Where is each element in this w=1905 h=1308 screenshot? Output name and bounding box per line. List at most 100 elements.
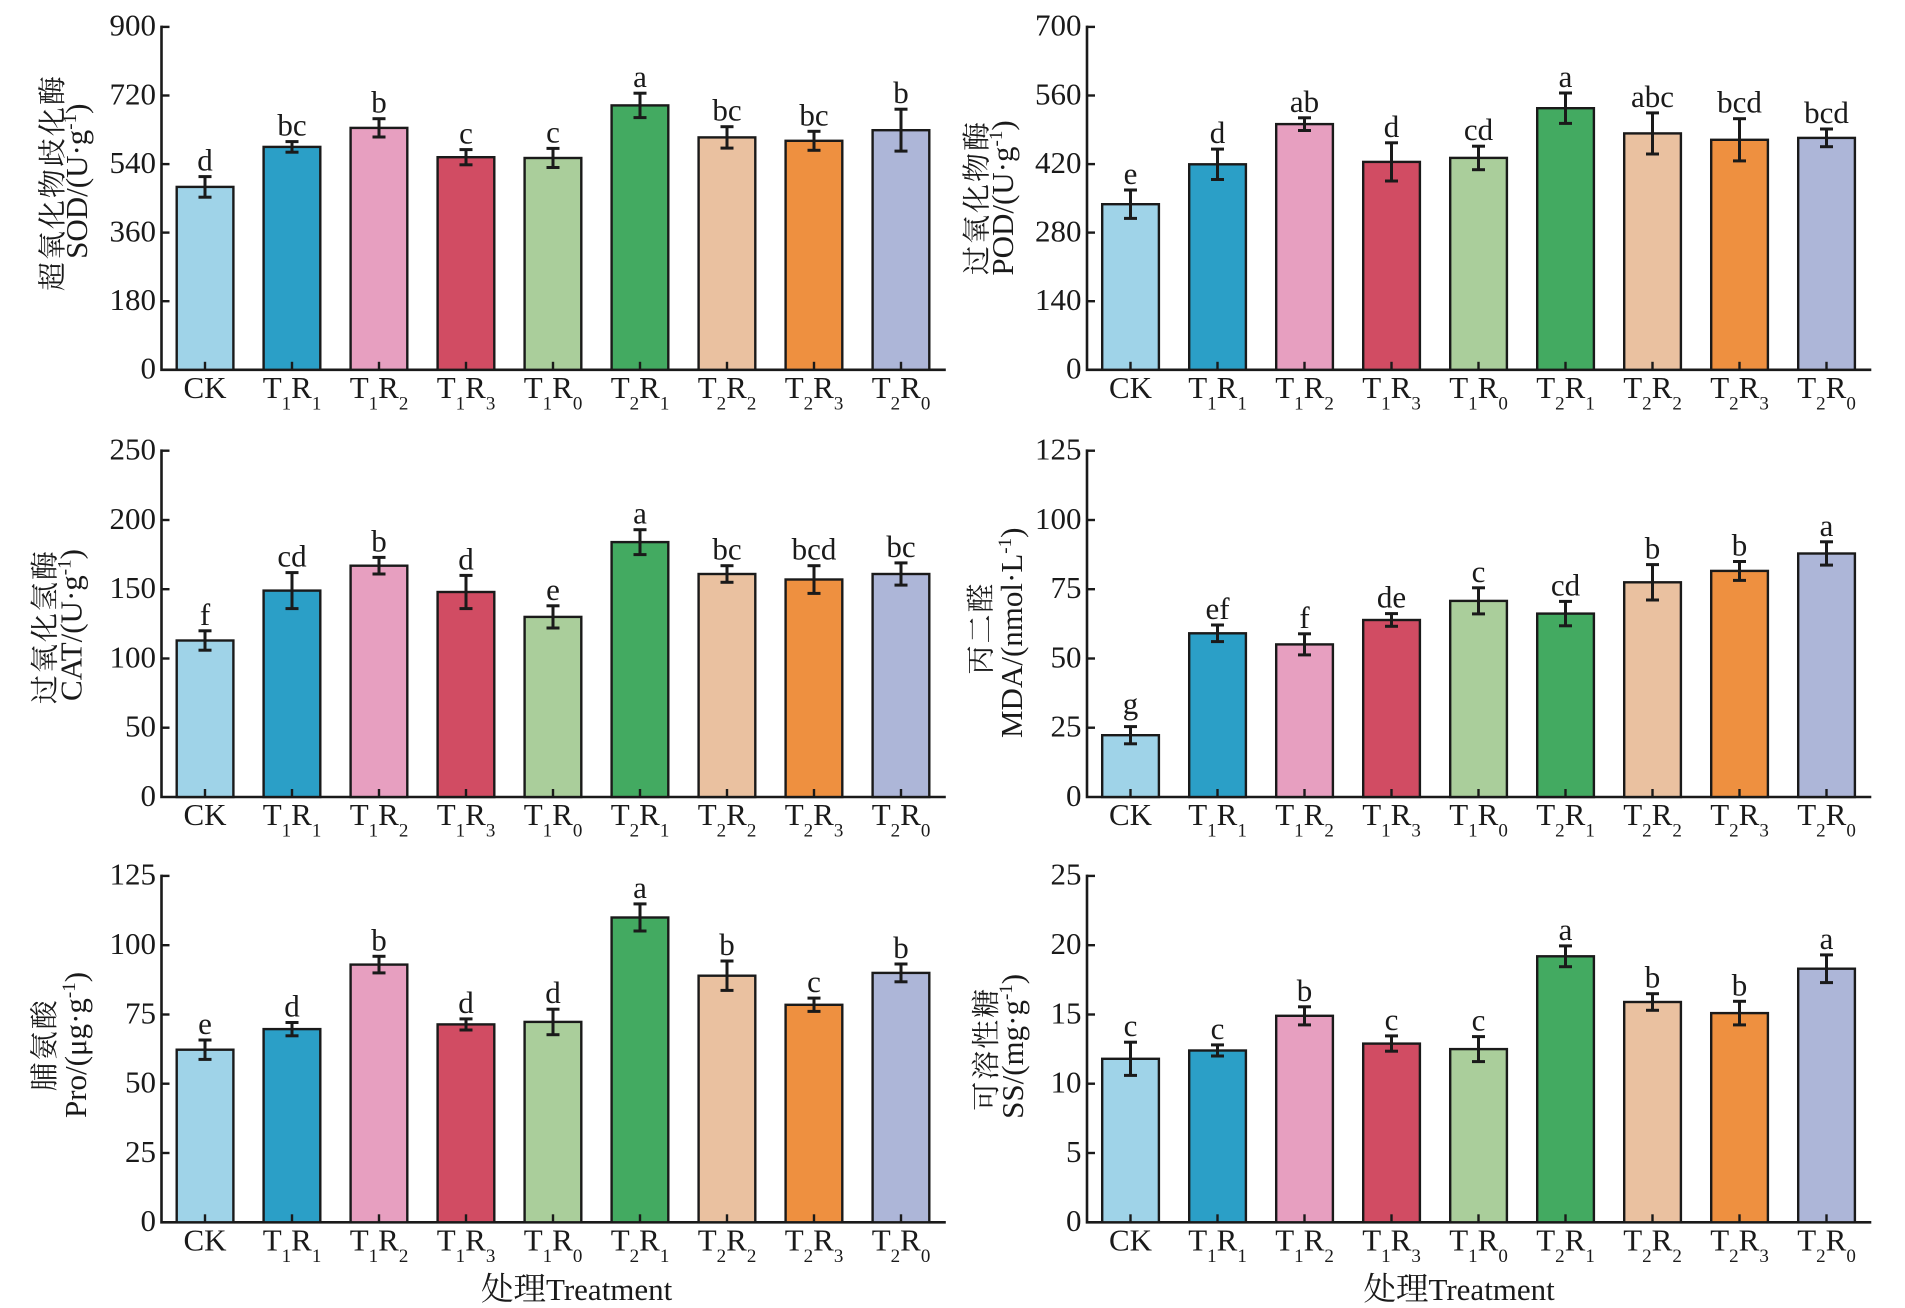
- svg-text:cd: cd: [1464, 112, 1494, 147]
- svg-text:c: c: [1472, 1003, 1486, 1038]
- svg-text:540: 540: [110, 145, 157, 180]
- svg-text:f: f: [200, 597, 211, 632]
- svg-text:280: 280: [1035, 213, 1082, 248]
- svg-text:d: d: [1210, 115, 1226, 150]
- svg-text:T2R3: T2R3: [1710, 1223, 1769, 1268]
- svg-text:d: d: [545, 975, 561, 1010]
- svg-text:b: b: [371, 85, 387, 120]
- svg-text:b: b: [371, 922, 387, 957]
- svg-text:e: e: [546, 572, 560, 607]
- svg-text:a: a: [1820, 508, 1834, 543]
- svg-text:T2R3: T2R3: [785, 1223, 844, 1268]
- svg-text:T1R0: T1R0: [1449, 797, 1508, 842]
- svg-text:T2R1: T2R1: [1536, 1223, 1595, 1268]
- svg-text:180: 180: [110, 282, 157, 317]
- svg-text:T1R0: T1R0: [524, 370, 583, 415]
- svg-text:a: a: [633, 59, 647, 94]
- svg-text:T1R1: T1R1: [1188, 1223, 1247, 1268]
- svg-text:T2R2: T2R2: [698, 1223, 757, 1268]
- svg-text:0: 0: [1066, 351, 1082, 386]
- svg-text:0: 0: [1066, 778, 1082, 813]
- svg-text:T2R0: T2R0: [1797, 797, 1856, 842]
- svg-text:T1R0: T1R0: [524, 1223, 583, 1268]
- svg-text:T1R0: T1R0: [1449, 370, 1508, 415]
- svg-text:SS/(mg·g-1): SS/(mg·g-1): [995, 974, 1030, 1119]
- svg-text:c: c: [1385, 1002, 1399, 1037]
- svg-text:T1R3: T1R3: [1362, 370, 1421, 415]
- svg-text:0: 0: [141, 1203, 157, 1238]
- svg-text:T2R0: T2R0: [872, 797, 931, 842]
- svg-text:T1R3: T1R3: [437, 1223, 496, 1268]
- svg-text:T2R3: T2R3: [1710, 370, 1769, 415]
- svg-text:250: 250: [110, 432, 157, 467]
- svg-text:5: 5: [1066, 1134, 1082, 1169]
- svg-text:d: d: [284, 989, 300, 1024]
- svg-text:c: c: [1211, 1011, 1225, 1046]
- svg-text:c: c: [459, 116, 473, 151]
- svg-text:100: 100: [1035, 501, 1082, 536]
- svg-text:bcd: bcd: [792, 532, 837, 567]
- svg-text:T1R2: T1R2: [350, 797, 409, 842]
- svg-text:T1R1: T1R1: [263, 797, 322, 842]
- svg-text:de: de: [1377, 580, 1406, 615]
- svg-text:a: a: [1559, 59, 1573, 94]
- svg-text:T1R2: T1R2: [1275, 370, 1334, 415]
- svg-text:T2R0: T2R0: [1797, 370, 1856, 415]
- svg-text:T2R0: T2R0: [872, 1223, 931, 1268]
- svg-text:T2R0: T2R0: [1797, 1223, 1856, 1268]
- svg-text:b: b: [893, 75, 909, 110]
- svg-text:a: a: [633, 496, 647, 531]
- svg-text:bcd: bcd: [1804, 95, 1849, 130]
- svg-text:d: d: [1384, 109, 1400, 144]
- svg-text:25: 25: [125, 1134, 156, 1169]
- svg-text:T2R3: T2R3: [785, 370, 844, 415]
- svg-text:d: d: [197, 143, 213, 178]
- svg-text:T1R1: T1R1: [1188, 797, 1247, 842]
- svg-text:d: d: [458, 541, 474, 576]
- svg-text:50: 50: [125, 1065, 156, 1100]
- svg-text:c: c: [546, 114, 560, 149]
- svg-text:15: 15: [1051, 995, 1082, 1030]
- svg-text:CK: CK: [183, 797, 227, 832]
- svg-text:b: b: [1297, 973, 1313, 1008]
- svg-text:b: b: [371, 523, 387, 558]
- svg-text:700: 700: [1035, 8, 1082, 43]
- svg-text:50: 50: [125, 709, 156, 744]
- svg-text:bc: bc: [277, 108, 306, 143]
- svg-text:bc: bc: [886, 529, 915, 564]
- svg-text:900: 900: [110, 8, 157, 43]
- svg-text:720: 720: [110, 76, 157, 111]
- svg-text:100: 100: [110, 926, 157, 961]
- svg-text:T1R1: T1R1: [1188, 370, 1247, 415]
- svg-text:abc: abc: [1631, 79, 1674, 114]
- svg-text:bcd: bcd: [1717, 85, 1762, 120]
- svg-text:T2R3: T2R3: [1710, 797, 1769, 842]
- svg-text:560: 560: [1035, 76, 1082, 111]
- svg-text:T1R3: T1R3: [437, 797, 496, 842]
- svg-text:420: 420: [1035, 145, 1082, 180]
- svg-text:cd: cd: [277, 539, 307, 574]
- svg-text:T1R0: T1R0: [1449, 1223, 1508, 1268]
- svg-text:bc: bc: [799, 97, 828, 132]
- svg-text:b: b: [893, 930, 909, 965]
- svg-text:CK: CK: [1109, 797, 1153, 832]
- svg-text:Treatment: Treatment: [546, 1272, 673, 1307]
- svg-text:0: 0: [1066, 1203, 1082, 1238]
- svg-text:T2R2: T2R2: [1623, 1223, 1682, 1268]
- svg-text:b: b: [1645, 531, 1661, 566]
- svg-text:bc: bc: [712, 532, 741, 567]
- svg-text:T1R2: T1R2: [350, 370, 409, 415]
- svg-text:CK: CK: [183, 370, 227, 405]
- svg-text:POD/(U·g-1): POD/(U·g-1): [985, 120, 1020, 275]
- svg-text:ab: ab: [1290, 84, 1319, 119]
- svg-text:g: g: [1123, 686, 1139, 721]
- svg-text:T2R2: T2R2: [698, 797, 757, 842]
- svg-text:CK: CK: [183, 1223, 227, 1258]
- svg-text:150: 150: [110, 570, 157, 605]
- svg-text:b: b: [1732, 528, 1748, 563]
- svg-text:b: b: [1645, 960, 1661, 995]
- svg-text:ef: ef: [1205, 591, 1230, 626]
- svg-text:a: a: [1820, 921, 1834, 956]
- svg-text:T2R2: T2R2: [1623, 797, 1682, 842]
- svg-text:T1R1: T1R1: [263, 1223, 322, 1268]
